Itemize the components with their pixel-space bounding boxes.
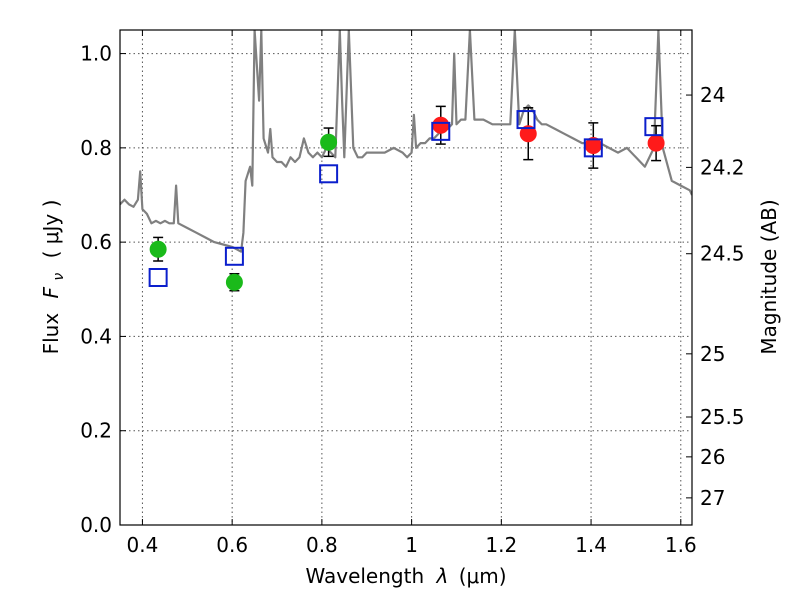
model-point [224,246,244,266]
x-tick-label: 0.8 [306,533,338,557]
x-tick-label: 1 [405,533,418,557]
y-tick-label: 0.8 [80,136,112,160]
y-axis-title-prefix: Flux [39,313,63,355]
model-point [516,110,536,130]
y2-axis-title: Magnitude (AB) [757,199,781,354]
y-tick-label: 0.2 [80,419,112,443]
data-point [647,134,665,152]
y2-tick-label: 27 [700,486,725,510]
x-axis-title-prefix: Wavelength [305,564,424,588]
y-tick-label: 0.6 [80,230,112,254]
model-point [583,138,603,158]
spectrum-line [120,30,692,253]
plot-area [120,30,692,292]
y2-tick-label: 24.5 [700,242,745,266]
y2-tick-label: 26 [700,445,725,469]
grid [120,30,692,526]
y-axis-title-subscript: ν [51,273,67,281]
y2-tick-label: 25 [700,342,725,366]
axes: 0.4 0.6 0.8 1 1.2 1.4 1.6 0.0 0.2 0.4 0.6 0.8 1.0 24 2… [80,30,745,557]
y2-tick-label: 24.2 [700,155,745,179]
y-axis-title: Flux F ν ( μJy ) [39,200,68,355]
x-tick-label: 1.2 [485,533,517,557]
y2-tick-label: 24 [700,83,725,107]
x-tick-label: 1.6 [665,533,697,557]
y-axis-title-symbol: F [39,286,63,298]
x-axis-title-unit: (μm) [459,564,507,588]
model-point [148,268,168,287]
plot-frame [119,29,693,526]
model-point [431,121,451,141]
x-tick-label: 0.4 [127,533,159,557]
x-axis-title: Wavelength λ (μm) [305,564,506,588]
data-point [320,133,338,151]
model-point [644,117,664,137]
y-tick-label: 0.0 [80,513,112,537]
y-tick-label: 0.4 [80,324,112,348]
data-point [225,273,243,291]
x-axis-title-symbol: λ [436,564,449,588]
y-axis-title-unit: ( μJy ) [39,200,63,259]
y2-tick-label: 25.5 [700,405,745,429]
data-point [519,125,537,143]
model-point [319,164,339,184]
y-tick-label: 1.0 [80,42,112,66]
x-tick-label: 1.4 [575,533,607,557]
data-point [149,240,167,258]
x-tick-label: 0.6 [216,533,248,557]
data-point [432,116,450,134]
